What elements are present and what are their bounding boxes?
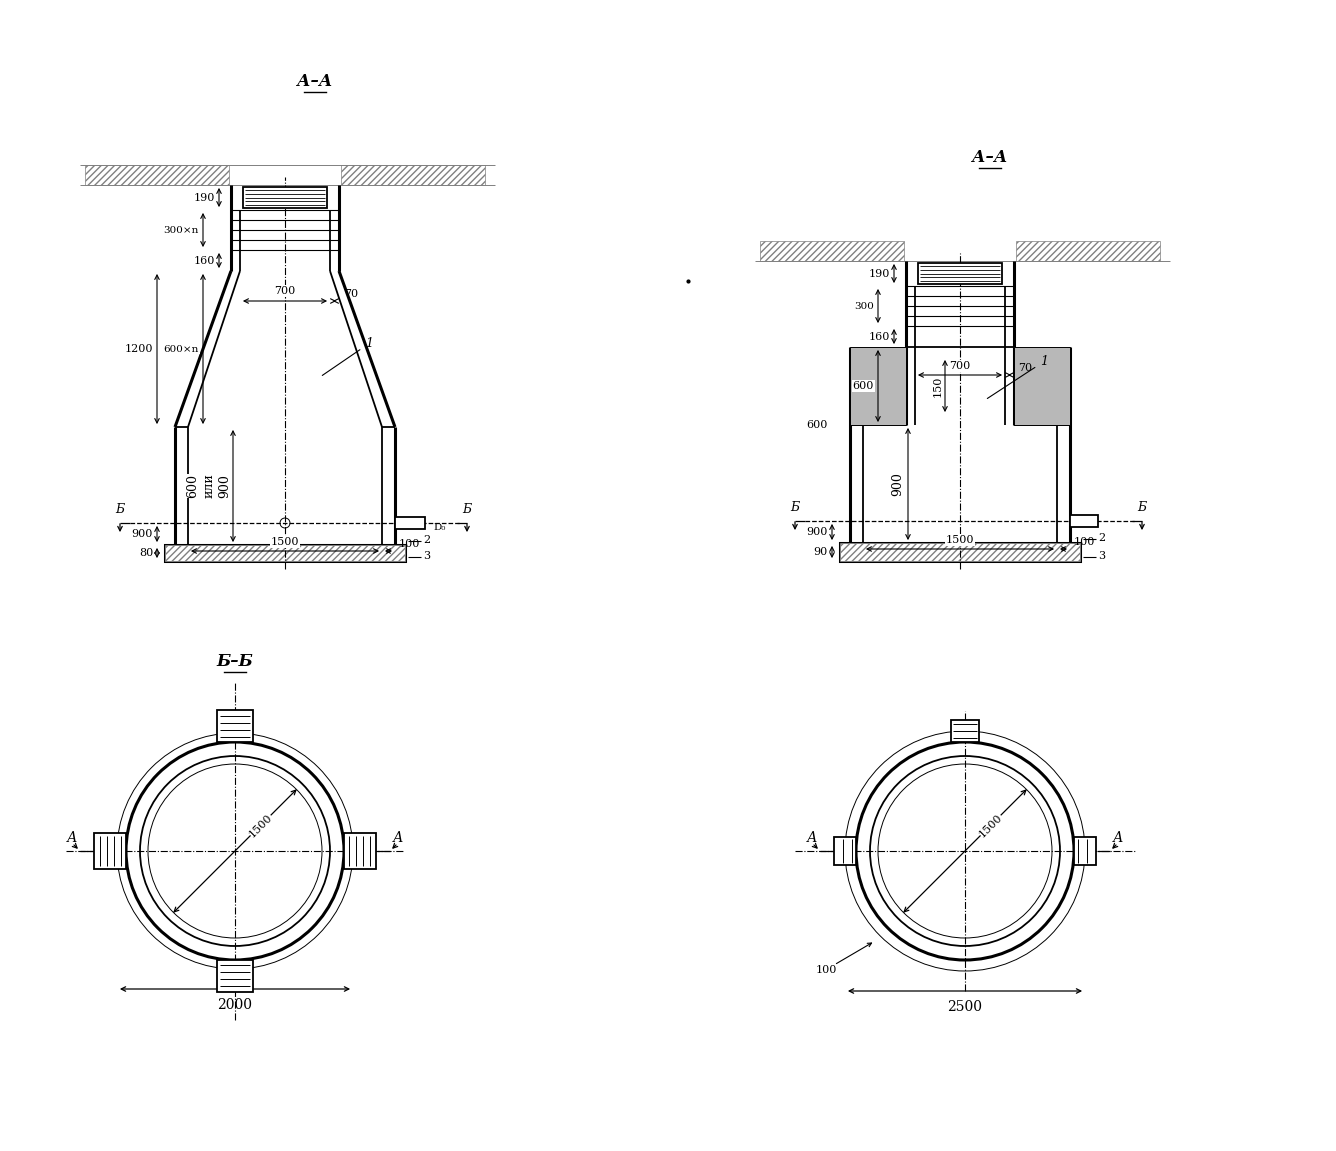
Text: 300×n: 300×n [163, 226, 199, 235]
Text: А: А [807, 831, 818, 845]
Bar [951, 721, 979, 742]
Text: 1500: 1500 [247, 811, 274, 839]
Bar [840, 543, 1079, 561]
Bar [166, 546, 405, 561]
Text: 300: 300 [854, 302, 874, 311]
Text: 600: 600 [187, 474, 199, 498]
Bar [1014, 346, 1070, 425]
Text: 150: 150 [933, 375, 943, 397]
Bar [166, 546, 405, 561]
Text: 2000: 2000 [218, 998, 253, 1012]
Text: А: А [67, 831, 77, 845]
Bar [343, 833, 375, 869]
Text: 100: 100 [815, 965, 836, 975]
Bar [1070, 514, 1098, 527]
Text: А–А: А–А [298, 73, 333, 90]
Text: 1500: 1500 [271, 538, 299, 547]
Text: Б: Б [791, 501, 799, 514]
Text: 600: 600 [852, 381, 874, 391]
Text: Б: Б [1137, 501, 1146, 514]
Text: Б: Б [115, 503, 124, 516]
Bar [840, 543, 1079, 561]
Text: 70: 70 [1018, 363, 1033, 373]
Bar [1074, 837, 1096, 866]
Text: 1: 1 [987, 355, 1047, 398]
Bar [216, 710, 253, 742]
Text: 160: 160 [194, 256, 215, 266]
Text: 100: 100 [399, 539, 421, 549]
Text: D₀: D₀ [433, 523, 445, 532]
Text: 100: 100 [1074, 538, 1096, 547]
Bar [760, 241, 904, 261]
Text: 900: 900 [807, 527, 828, 538]
Bar [341, 165, 485, 185]
Text: 600×n: 600×n [163, 344, 199, 353]
Text: 3: 3 [424, 551, 430, 561]
Bar [918, 262, 1002, 284]
Text: 1200: 1200 [124, 344, 154, 355]
Text: А: А [1113, 831, 1124, 845]
Text: 700: 700 [274, 285, 295, 296]
Text: 2500: 2500 [947, 1000, 982, 1014]
Text: 90: 90 [814, 547, 828, 557]
Text: 1500: 1500 [977, 811, 1005, 839]
Bar [94, 833, 126, 869]
Text: 190: 190 [194, 192, 215, 203]
Text: А–А: А–А [973, 148, 1007, 166]
Bar [395, 517, 425, 529]
Text: 190: 190 [868, 268, 890, 279]
Text: 1: 1 [322, 337, 373, 375]
Bar [834, 837, 856, 866]
Text: А: А [393, 831, 403, 845]
Text: 3: 3 [1098, 551, 1105, 561]
Bar [1015, 241, 1160, 261]
Text: или: или [203, 473, 215, 498]
Text: 2: 2 [1098, 533, 1105, 543]
Text: 2: 2 [424, 535, 430, 546]
Text: 160: 160 [868, 331, 890, 342]
Text: 70: 70 [343, 289, 358, 299]
Bar [216, 960, 253, 992]
Text: 700: 700 [950, 361, 971, 371]
Bar [850, 346, 906, 425]
Bar [243, 186, 327, 208]
Text: 80: 80 [139, 548, 154, 558]
Text: Б: Б [462, 503, 472, 516]
Text: 900: 900 [891, 472, 904, 496]
Text: Б–Б: Б–Б [216, 653, 254, 670]
Text: 900: 900 [132, 529, 154, 539]
Bar [86, 165, 228, 185]
Text: 600: 600 [807, 420, 828, 430]
Text: 1500: 1500 [946, 535, 974, 546]
Text: 900: 900 [219, 474, 231, 498]
